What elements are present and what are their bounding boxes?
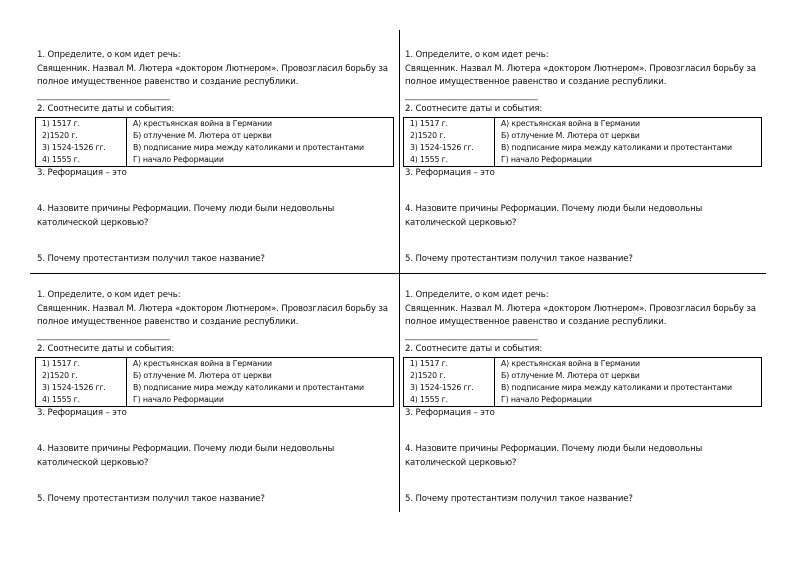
dates-events-table: 1) 1517 г. А) крестьянская война в Герман… xyxy=(35,356,394,407)
date-cell: 1) 1517 г. xyxy=(35,357,127,370)
question-4-line: католической церковью? xyxy=(405,217,517,228)
table-row: 4) 1555 г. Г) начало Реформации xyxy=(403,393,762,406)
event-cell: В) подписание мира между католиками и пр… xyxy=(133,142,364,152)
question-1-text-line: полное имущественное равенство и создани… xyxy=(37,77,299,87)
event-cell: А) крестьянская война в Германии xyxy=(501,118,640,128)
question-1-title: 1. Определите, о ком идет речь: xyxy=(37,290,181,300)
table-row: 2)1520 г. Б) отлучение М. Лютера от церкв… xyxy=(403,369,762,382)
table-row: 2)1520 г. Б) отлучение М. Лютера от церкв… xyxy=(403,129,762,142)
question-4-line: 4. Назовите причины Реформации. Почему л… xyxy=(37,444,335,454)
date-cell: 1) 1517 г. xyxy=(403,117,495,130)
event-cell: А) крестьянская война в Германии xyxy=(501,358,640,368)
event-cell: В) подписание мира между католиками и пр… xyxy=(501,142,732,152)
horizontal-divider xyxy=(30,273,766,274)
table-row: 3) 1524-1526 гг. В) подписание мира между… xyxy=(35,381,394,394)
table-row: 1) 1517 г. А) крестьянская война в Герман… xyxy=(403,357,762,370)
event-cell: Б) отлучение М. Лютера от церкви xyxy=(501,370,640,380)
table-row: 1) 1517 г. А) крестьянская война в Герман… xyxy=(35,117,394,130)
dates-events-table: 1) 1517 г. А) крестьянская война в Герман… xyxy=(403,356,762,407)
event-cell: Б) отлучение М. Лютера от церкви xyxy=(133,370,272,380)
answer-line: ________________________________________ xyxy=(405,90,538,101)
worksheet-card: 1. Определите, о ком идет речь: Священни… xyxy=(35,49,397,267)
date-cell: 4) 1555 г. xyxy=(403,153,495,166)
question-1-text-line: Священник. Назвал М. Лютера «доктором Лю… xyxy=(37,63,388,74)
question-5: 5. Почему протестантизм получил такое на… xyxy=(37,494,265,504)
table-row: 4) 1555 г. Г) начало Реформации xyxy=(403,153,762,166)
table-row: 4) 1555 г. Г) начало Реформации xyxy=(35,393,394,406)
question-1-title: 1. Определите, о ком идет речь: xyxy=(405,290,549,300)
question-1-text-line: Священник. Назвал М. Лютера «доктором Лю… xyxy=(37,303,388,314)
worksheet-card: 1. Определите, о ком идет речь: Священни… xyxy=(403,289,765,507)
date-cell: 2)1520 г. xyxy=(35,129,127,142)
question-3: 3. Реформация – это xyxy=(405,407,495,418)
table-row: 1) 1517 г. А) крестьянская война в Герман… xyxy=(35,357,394,370)
event-cell: Г) начало Реформации xyxy=(501,394,592,404)
question-4-line: католической церковью? xyxy=(37,457,149,468)
dates-events-table: 1) 1517 г. А) крестьянская война в Герман… xyxy=(403,116,762,167)
date-cell: 4) 1555 г. xyxy=(35,393,127,406)
date-cell: 2)1520 г. xyxy=(403,129,495,142)
dates-events-table: 1) 1517 г. А) крестьянская война в Герман… xyxy=(35,116,394,167)
question-1-title: 1. Определите, о ком идет речь: xyxy=(37,50,181,60)
worksheet-card: 1. Определите, о ком идет речь: Священни… xyxy=(35,289,397,507)
date-cell: 1) 1517 г. xyxy=(403,357,495,370)
question-2-title: 2. Соотнесите даты и события: xyxy=(405,344,543,354)
answer-line: ________________________________________ xyxy=(37,90,170,101)
date-cell: 2)1520 г. xyxy=(35,369,127,382)
table-row: 2)1520 г. Б) отлучение М. Лютера от церкв… xyxy=(35,129,394,142)
date-cell: 3) 1524-1526 гг. xyxy=(403,141,495,154)
table-row: 4) 1555 г. Г) начало Реформации xyxy=(35,153,394,166)
question-1-text-line: полное имущественное равенство и создани… xyxy=(37,317,299,327)
date-cell: 3) 1524-1526 гг. xyxy=(35,141,127,154)
question-5: 5. Почему протестантизм получил такое на… xyxy=(37,254,265,264)
question-4-line: 4. Назовите причины Реформации. Почему л… xyxy=(405,204,703,214)
question-5: 5. Почему протестантизм получил такое на… xyxy=(405,254,633,264)
question-2-title: 2. Соотнесите даты и события: xyxy=(37,104,175,114)
date-cell: 1) 1517 г. xyxy=(35,117,127,130)
question-3: 3. Реформация – это xyxy=(37,407,127,418)
event-cell: Г) начало Реформации xyxy=(133,154,224,164)
question-4-line: 4. Назовите причины Реформации. Почему л… xyxy=(37,204,335,214)
event-cell: Б) отлучение М. Лютера от церкви xyxy=(501,130,640,140)
question-1-text-line: Священник. Назвал М. Лютера «доктором Лю… xyxy=(405,303,756,314)
table-row: 3) 1524-1526 гг. В) подписание мира между… xyxy=(403,381,762,394)
event-cell: А) крестьянская война в Германии xyxy=(133,358,272,368)
event-cell: Б) отлучение М. Лютера от церкви xyxy=(133,130,272,140)
table-row: 1) 1517 г. А) крестьянская война в Герман… xyxy=(403,117,762,130)
question-1-title: 1. Определите, о ком идет речь: xyxy=(405,50,549,60)
event-cell: Г) начало Реформации xyxy=(501,154,592,164)
question-3: 3. Реформация – это xyxy=(405,167,495,178)
event-cell: В) подписание мира между католиками и пр… xyxy=(501,382,732,392)
table-row: 2)1520 г. Б) отлучение М. Лютера от церкв… xyxy=(35,369,394,382)
date-cell: 4) 1555 г. xyxy=(35,153,127,166)
date-cell: 4) 1555 г. xyxy=(403,393,495,406)
vertical-divider xyxy=(399,30,400,512)
question-4-line: 4. Назовите причины Реформации. Почему л… xyxy=(405,444,703,454)
date-cell: 3) 1524-1526 гг. xyxy=(35,381,127,394)
event-cell: А) крестьянская война в Германии xyxy=(133,118,272,128)
question-5: 5. Почему протестантизм получил такое на… xyxy=(405,494,633,504)
question-1-text-line: Священник. Назвал М. Лютера «доктором Лю… xyxy=(405,63,756,74)
table-row: 3) 1524-1526 гг. В) подписание мира между… xyxy=(403,141,762,154)
event-cell: В) подписание мира между католиками и пр… xyxy=(133,382,364,392)
question-2-title: 2. Соотнесите даты и события: xyxy=(37,344,175,354)
worksheet-card: 1. Определите, о ком идет речь: Священни… xyxy=(403,49,765,267)
question-2-title: 2. Соотнесите даты и события: xyxy=(405,104,543,114)
date-cell: 2)1520 г. xyxy=(403,369,495,382)
question-3: 3. Реформация – это xyxy=(37,167,127,178)
question-1-text-line: полное имущественное равенство и создани… xyxy=(405,77,667,87)
question-1-text-line: полное имущественное равенство и создани… xyxy=(405,317,667,327)
question-4-line: католической церковью? xyxy=(37,217,149,228)
answer-line: ________________________________________ xyxy=(37,330,170,341)
answer-line: ________________________________________ xyxy=(405,330,538,341)
question-4-line: католической церковью? xyxy=(405,457,517,468)
date-cell: 3) 1524-1526 гг. xyxy=(403,381,495,394)
event-cell: Г) начало Реформации xyxy=(133,394,224,404)
table-row: 3) 1524-1526 гг. В) подписание мира между… xyxy=(35,141,394,154)
